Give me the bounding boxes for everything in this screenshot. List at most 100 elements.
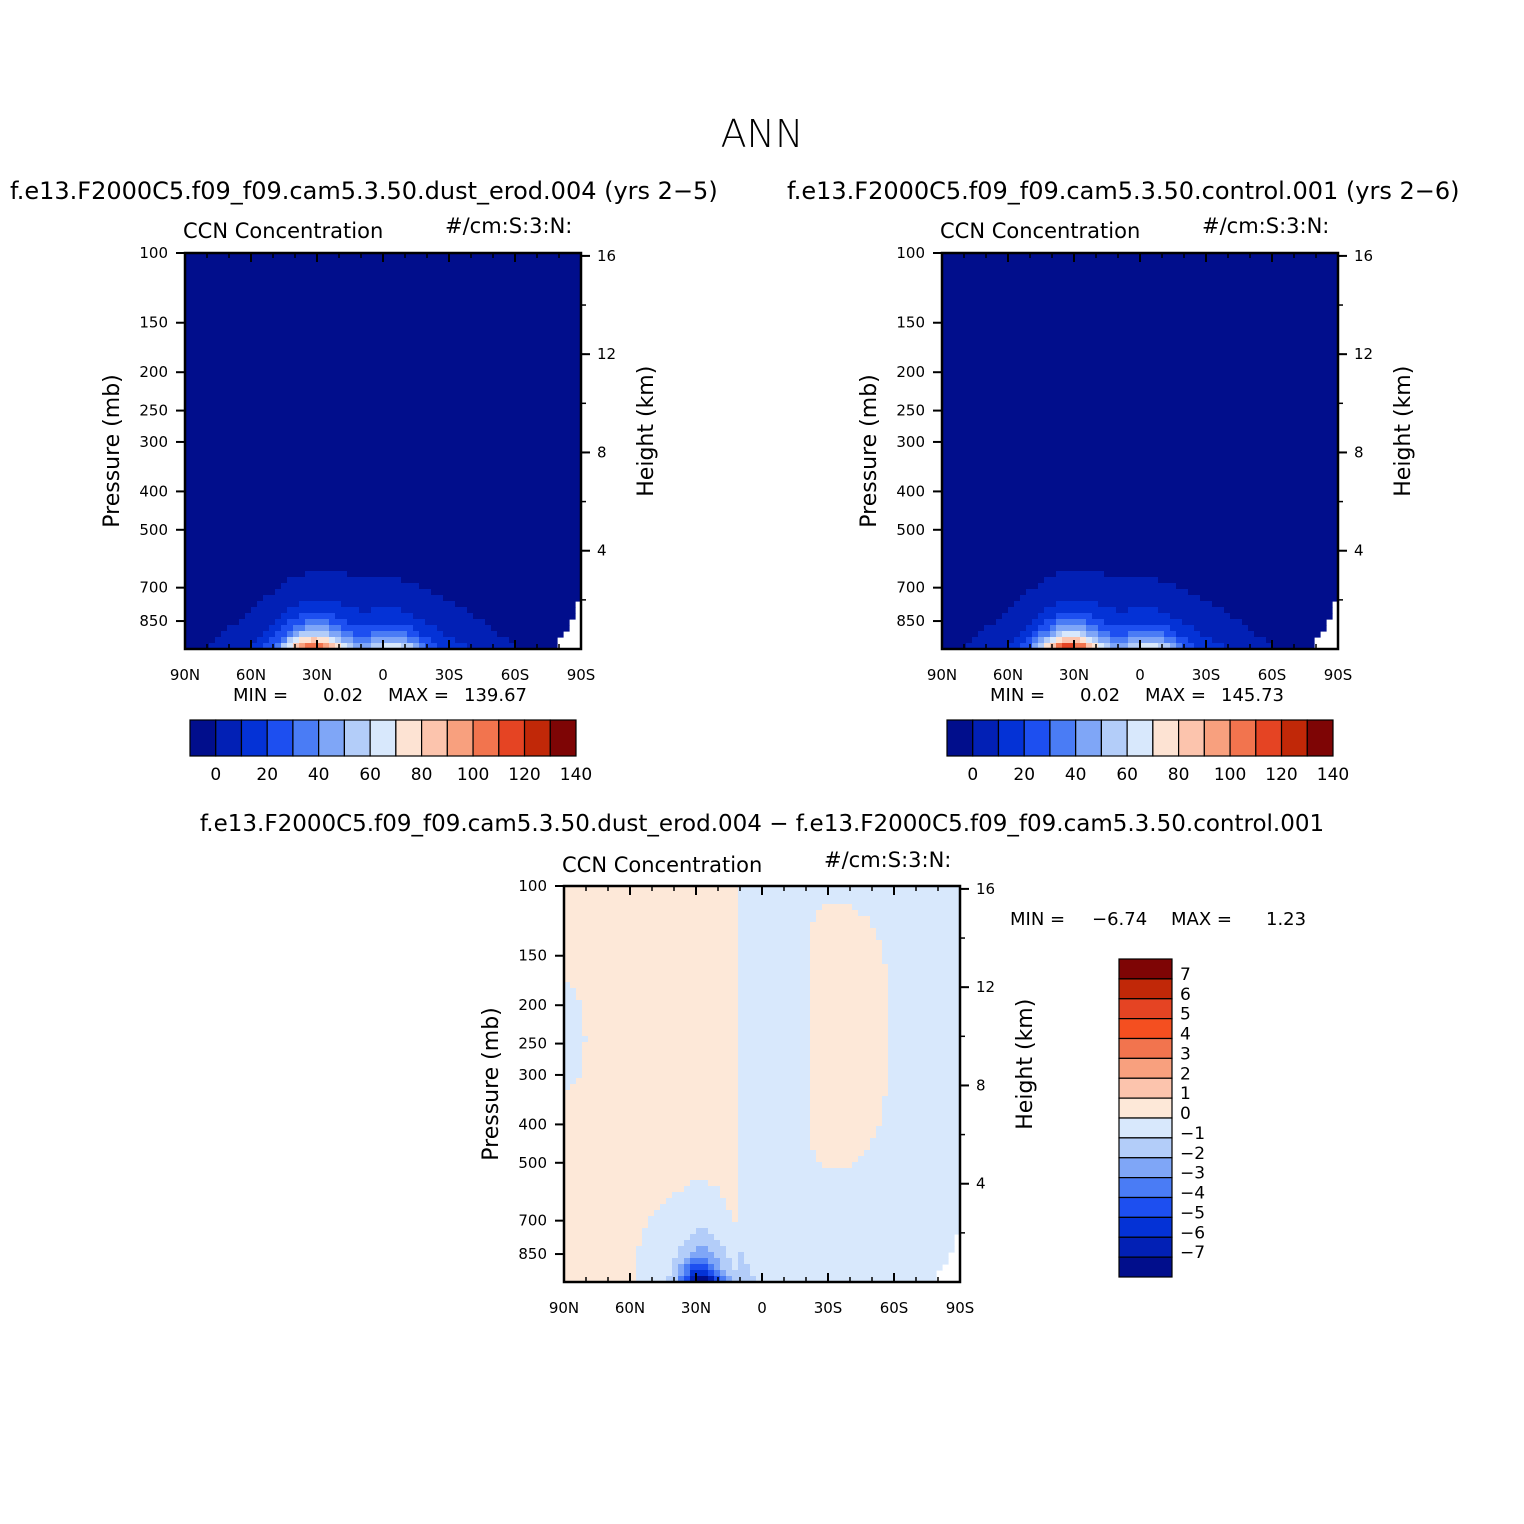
contour-cell bbox=[509, 391, 516, 398]
contour-cell bbox=[503, 343, 510, 350]
contour-cell bbox=[221, 625, 228, 632]
contour-cell bbox=[305, 433, 312, 440]
left-contour-plot: 90N 60N 30N 0 30S 60S 90S100150200250300400500… bbox=[100, 244, 659, 785]
contour-cell bbox=[323, 595, 330, 602]
contour-cell bbox=[287, 583, 294, 590]
contour-cell bbox=[365, 355, 372, 362]
contour-cell bbox=[377, 355, 384, 362]
contour-cell bbox=[239, 625, 246, 632]
contour-cell bbox=[389, 475, 396, 482]
contour-cell bbox=[377, 421, 384, 428]
contour-cell bbox=[443, 577, 450, 584]
contour-cell bbox=[461, 637, 468, 644]
contour-cell bbox=[329, 463, 336, 470]
contour-cell bbox=[185, 451, 192, 458]
contour-cell bbox=[479, 325, 486, 332]
contour-cell bbox=[371, 373, 378, 380]
contour-cell bbox=[347, 289, 354, 296]
contour-cell bbox=[1128, 295, 1135, 302]
contour-cell bbox=[389, 373, 396, 380]
contour-cell bbox=[197, 367, 204, 374]
contour-cell bbox=[221, 253, 228, 260]
contour-cell bbox=[251, 613, 258, 620]
contour-cell bbox=[449, 631, 456, 638]
contour-cell bbox=[221, 439, 228, 446]
contour-cell bbox=[539, 337, 546, 344]
contour-cell bbox=[281, 295, 288, 302]
contour-cell bbox=[485, 427, 492, 434]
contour-cell bbox=[311, 271, 318, 278]
contour-cell bbox=[473, 349, 480, 356]
contour-cell bbox=[473, 499, 480, 506]
contour-cell bbox=[239, 505, 246, 512]
contour-cell bbox=[491, 547, 498, 554]
contour-cell bbox=[503, 403, 510, 410]
contour-cell bbox=[449, 577, 456, 584]
contour-cell bbox=[395, 607, 402, 614]
contour-cell bbox=[419, 433, 426, 440]
contour-cell bbox=[209, 523, 216, 530]
contour-cell bbox=[233, 547, 240, 554]
contour-cell bbox=[419, 337, 426, 344]
contour-cell bbox=[197, 487, 204, 494]
contour-cell bbox=[1212, 265, 1219, 272]
contour-cell bbox=[1032, 295, 1039, 302]
contour-cell bbox=[539, 391, 546, 398]
contour-cell bbox=[215, 481, 222, 488]
contour-cell bbox=[455, 529, 462, 536]
contour-cell bbox=[323, 451, 330, 458]
contour-cell bbox=[341, 529, 348, 536]
contour-cell bbox=[527, 613, 534, 620]
contour-cell bbox=[449, 277, 456, 284]
contour-cell bbox=[413, 583, 420, 590]
contour-cell bbox=[1110, 253, 1117, 260]
contour-cell bbox=[335, 397, 342, 404]
contour-cell bbox=[413, 517, 420, 524]
contour-cell bbox=[365, 259, 372, 266]
contour-cell bbox=[479, 487, 486, 494]
contour-cell bbox=[227, 325, 234, 332]
contour-cell bbox=[383, 319, 390, 326]
contour-cell bbox=[341, 553, 348, 560]
contour-cell bbox=[215, 331, 222, 338]
contour-cell bbox=[509, 577, 516, 584]
contour-cell bbox=[443, 511, 450, 518]
contour-cell bbox=[197, 295, 204, 302]
contour-cell bbox=[461, 289, 468, 296]
contour-cell bbox=[401, 559, 408, 566]
contour-cell bbox=[1320, 259, 1327, 266]
contour-cell bbox=[545, 475, 552, 482]
contour-cell bbox=[395, 277, 402, 284]
contour-cell bbox=[185, 619, 192, 626]
contour-cell bbox=[1068, 289, 1075, 296]
contour-cell bbox=[407, 331, 414, 338]
contour-cell bbox=[509, 355, 516, 362]
contour-cell bbox=[431, 457, 438, 464]
contour-cell bbox=[1044, 253, 1051, 260]
contour-cell bbox=[533, 637, 540, 644]
contour-cell bbox=[413, 433, 420, 440]
contour-cell bbox=[233, 337, 240, 344]
contour-cell bbox=[996, 271, 1003, 278]
contour-cell bbox=[467, 427, 474, 434]
contour-cell bbox=[509, 349, 516, 356]
contour-cell bbox=[239, 415, 246, 422]
contour-cell bbox=[365, 409, 372, 416]
contour-cell bbox=[269, 523, 276, 530]
contour-cell bbox=[329, 589, 336, 596]
contour-cell bbox=[419, 307, 426, 314]
contour-cell bbox=[503, 409, 510, 416]
contour-cell bbox=[275, 613, 282, 620]
contour-cell bbox=[299, 307, 306, 314]
contour-cell bbox=[347, 469, 354, 476]
contour-cell bbox=[341, 493, 348, 500]
contour-cell bbox=[389, 283, 396, 290]
contour-cell bbox=[1236, 265, 1243, 272]
contour-cell bbox=[491, 613, 498, 620]
contour-cell bbox=[539, 577, 546, 584]
contour-cell bbox=[515, 535, 522, 542]
contour-cell bbox=[437, 637, 444, 644]
contour-cell bbox=[317, 475, 324, 482]
contour-cell bbox=[287, 493, 294, 500]
contour-cell bbox=[377, 571, 384, 578]
